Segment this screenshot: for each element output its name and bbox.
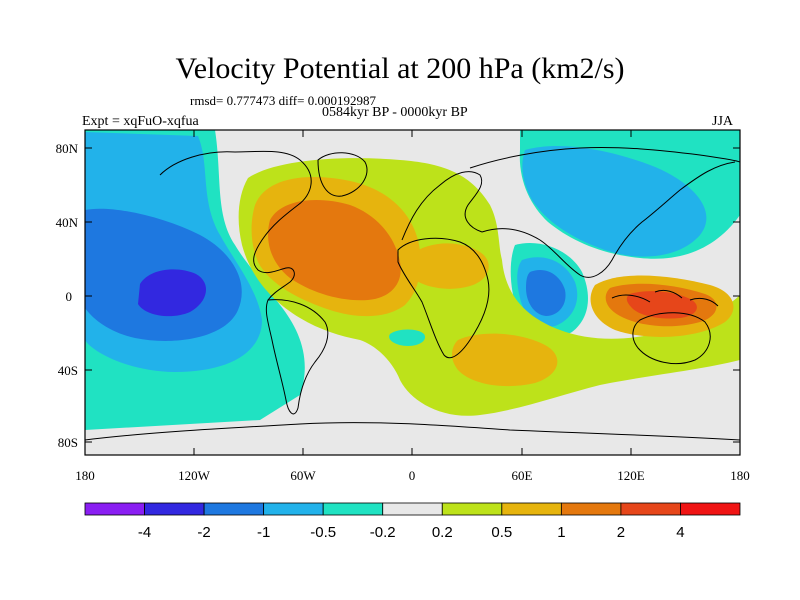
colorbar-box: [382, 502, 443, 516]
contour-maritime-pos-2: [626, 291, 697, 319]
colorbar-box: [620, 502, 681, 516]
experiment-label: Expt = xqFuO-xqfua: [82, 114, 199, 129]
period-text: 0584kyr BP - 0000kyr BP: [322, 105, 468, 120]
colorbar-label: 2: [617, 524, 625, 541]
lon-label-0: 0: [409, 468, 416, 483]
lat-label-40s: 40S: [58, 363, 78, 378]
coast-europe: [401, 171, 483, 241]
coast-indonesia: [611, 289, 719, 307]
colorbar-label: -2: [197, 524, 210, 541]
colorbar-label: -1: [257, 524, 270, 541]
colorbar-box: [203, 502, 265, 516]
season-label: JJA: [712, 114, 734, 129]
coast-north-america: [159, 150, 312, 301]
colorbar-label: -4: [138, 524, 151, 541]
coast-greenland: [317, 152, 368, 197]
colorbar-label: -0.2: [370, 524, 396, 541]
colorbar-label: -0.5: [310, 524, 336, 541]
lon-label-60w: 60W: [290, 468, 316, 483]
lat-label-0: 0: [66, 289, 73, 304]
lon-label-60e: 60E: [512, 468, 533, 483]
lat-label-40n: 40N: [56, 215, 79, 230]
coast-australia: [632, 312, 711, 365]
colorbar-boxes: [84, 502, 741, 516]
colorbar-box: [441, 502, 503, 516]
colorbar-label: 0.5: [491, 524, 512, 541]
colorbar: -4 -2 -1 -0.5 -0.2 0.2 0.5 1 2 4: [84, 502, 741, 541]
colorbar-labels: -4 -2 -1 -0.5 -0.2 0.2 0.5 1 2 4: [138, 524, 685, 541]
lat-axis: 80N 40N 0 40S 80S: [56, 141, 740, 450]
colorbar-label: 0.2: [432, 524, 453, 541]
colorbar-box: [144, 502, 205, 516]
colorbar-label: 1: [557, 524, 565, 541]
coast-south-america: [265, 299, 329, 415]
coast-africa: [397, 237, 490, 359]
colorbar-box: [501, 502, 562, 516]
coast-asia: [481, 161, 736, 278]
contour-field: [85, 130, 740, 455]
lon-label-120e: 120E: [617, 468, 645, 483]
contour-africa-pos-0.5: [406, 243, 489, 289]
colorbar-box: [560, 502, 622, 516]
stats-text: rmsd= 0.777473 diff= 0.000192987: [190, 93, 376, 108]
lat-label-80s: 80S: [58, 435, 78, 450]
contour-asia-neg-1: [522, 145, 707, 257]
coastlines: [85, 146, 740, 441]
colorbar-label: 4: [676, 524, 684, 541]
contour-sindian-pos-0.5: [452, 333, 558, 387]
colorbar-box: [322, 502, 384, 516]
lon-label-120w: 120W: [178, 468, 211, 483]
colorbar-box: [84, 502, 145, 516]
contour-atlantic-pos-1: [268, 199, 401, 301]
contour-pacific-neg-3: [138, 269, 207, 317]
contour-indian-neg-2: [526, 270, 566, 316]
lat-label-80n: 80N: [56, 141, 79, 156]
colorbar-box: [263, 502, 324, 516]
coast-antarctica: [85, 422, 740, 441]
contour-satlantic-neg: [389, 329, 426, 346]
map-title: Velocity Potential at 200 hPa (km2/s): [175, 52, 625, 85]
lon-axis: 180 120W 60W 0 60E 120E 180: [75, 130, 750, 483]
coast-siberia: [469, 146, 740, 169]
colorbar-box: [680, 502, 741, 516]
lon-label-180w: 180: [75, 468, 95, 483]
lon-label-180e: 180: [730, 468, 750, 483]
